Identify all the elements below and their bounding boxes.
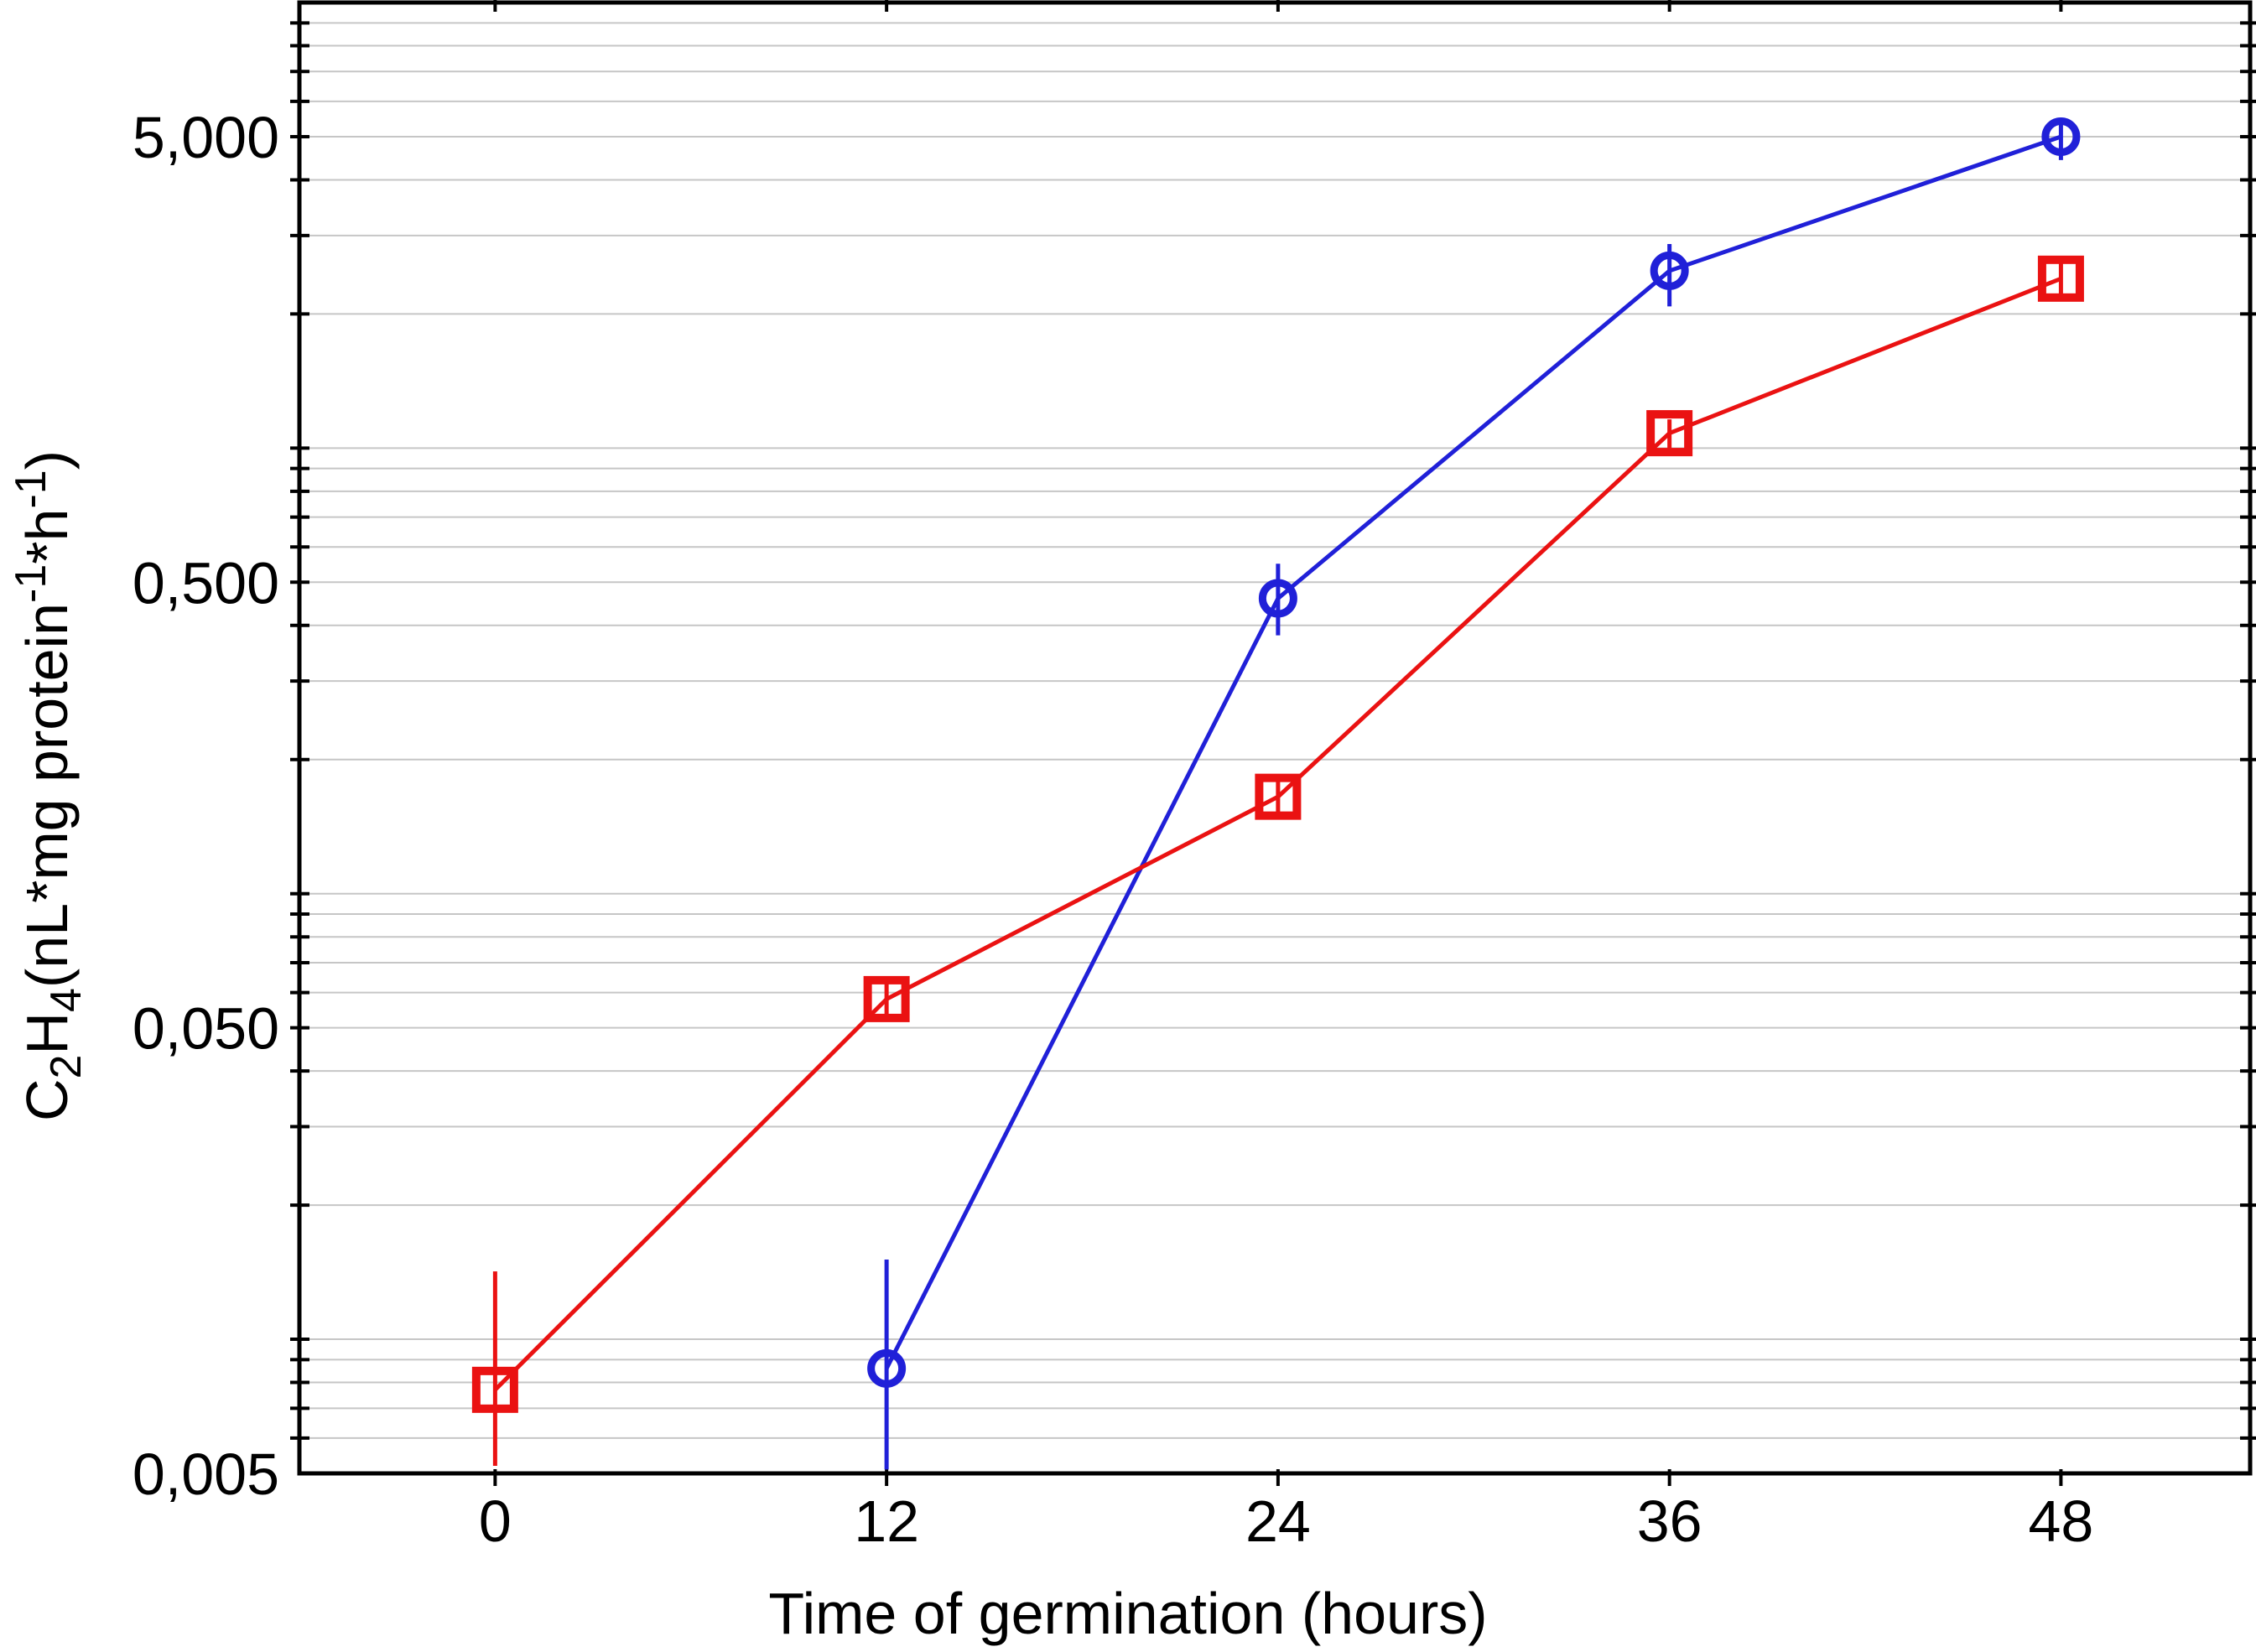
x-tick-label: 24 bbox=[1245, 1488, 1311, 1554]
y-axis-title-segment: H bbox=[14, 1012, 80, 1055]
y-tick-label: 0,500 bbox=[133, 550, 279, 616]
y-tick-label: 0,005 bbox=[133, 1442, 279, 1507]
series-line bbox=[493, 276, 2062, 1392]
series-line bbox=[884, 134, 2062, 1369]
axis-ticks bbox=[290, 0, 2256, 1486]
x-tick-label: 12 bbox=[854, 1488, 919, 1554]
y-axis-title-segment: 4 bbox=[42, 988, 91, 1012]
data-point-marker bbox=[2037, 255, 2084, 302]
x-axis-title: Time of germination (hours) bbox=[768, 1581, 1487, 1646]
y-tick-label: 5,000 bbox=[133, 105, 279, 170]
data-point-marker bbox=[471, 1366, 518, 1413]
data-point-marker bbox=[867, 1348, 907, 1388]
data-point-marker bbox=[1650, 251, 1689, 290]
y-tick-labels: 0,005 0,050 0,500 5,000 bbox=[133, 105, 279, 1507]
data-point-marker bbox=[863, 975, 910, 1022]
y-axis-title-segment: ) bbox=[14, 450, 80, 470]
x-tick-label: 0 bbox=[479, 1488, 512, 1554]
data-point-marker bbox=[1255, 773, 1302, 820]
square-series bbox=[471, 255, 2084, 1466]
y-axis-title-segment: (nL*mg protein bbox=[14, 603, 80, 988]
x-tick-label: 48 bbox=[2028, 1488, 2093, 1554]
x-tick-label: 36 bbox=[1637, 1488, 1702, 1554]
data-series bbox=[471, 117, 2084, 1470]
gridlines bbox=[299, 22, 2250, 1439]
plot-frame bbox=[297, 0, 2253, 1476]
y-axis-title-segment: C bbox=[14, 1078, 80, 1121]
y-axis-title: C2H4(nL*mg protein-1*h-1) bbox=[7, 450, 91, 1121]
y-axis-title-segment: *h bbox=[14, 509, 80, 564]
data-point-marker bbox=[1258, 579, 1297, 618]
y-tick-label: 0,050 bbox=[133, 996, 279, 1062]
data-point-marker bbox=[2041, 117, 2081, 156]
y-axis-title-segment: -1 bbox=[7, 470, 55, 508]
x-tick-labels: 0 12 24 36 48 bbox=[479, 1488, 2093, 1554]
y-axis-title-segment: -1 bbox=[7, 564, 55, 603]
y-axis-title-segment: 2 bbox=[42, 1055, 91, 1079]
circle-series bbox=[867, 117, 2081, 1470]
data-point-marker bbox=[1646, 410, 1693, 457]
